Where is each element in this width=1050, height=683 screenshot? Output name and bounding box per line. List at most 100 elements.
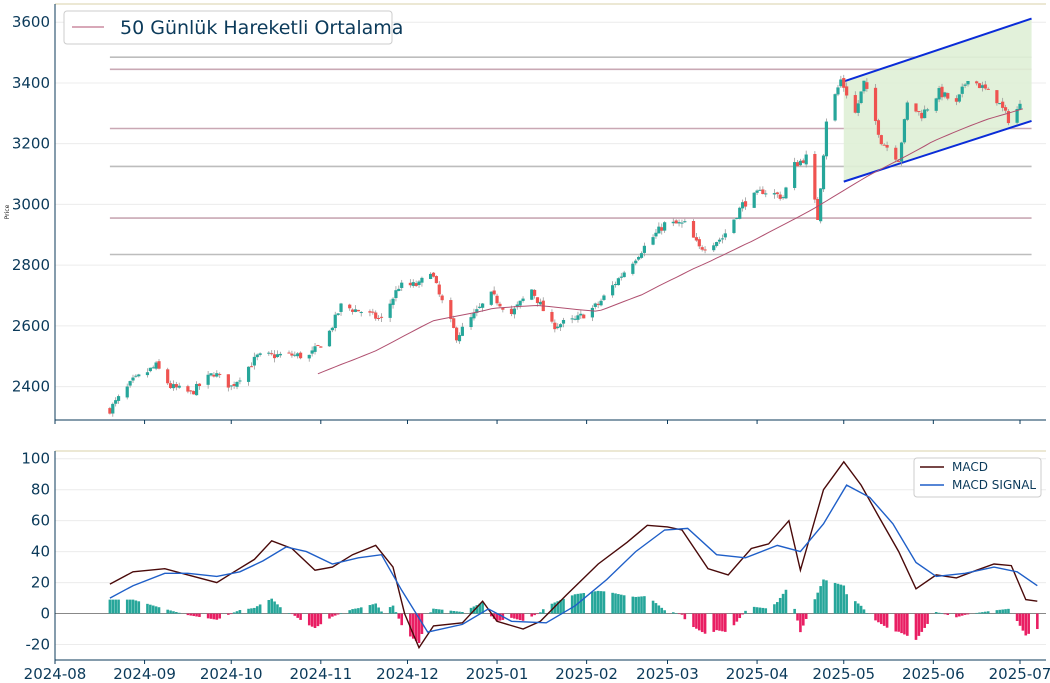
candle-body: [631, 263, 635, 274]
x-tick-label: 2025-05: [812, 665, 875, 683]
macd-histogram-bar: [489, 613, 493, 617]
macd-histogram-bar: [966, 613, 970, 615]
candle-body: [712, 245, 716, 251]
price-panel: 2400 2600 2800 3000 3200 3400 3600 Price 50 Günl…: [4, 3, 1046, 424]
candle-body: [293, 354, 297, 356]
candle-body: [703, 249, 707, 251]
candle-body: [481, 303, 485, 308]
macd-signal-line: [109, 484, 1038, 633]
macd-histogram-bar: [755, 607, 759, 614]
candle-body: [411, 282, 415, 286]
candle-body: [194, 383, 199, 396]
macd-histogram-bar: [518, 613, 522, 621]
macd-histogram-bar: [258, 604, 262, 614]
candle-body: [310, 350, 314, 354]
candle-body: [298, 352, 303, 359]
candle-body: [408, 282, 412, 286]
macd-histogram-bar: [255, 606, 259, 614]
macd-histogram-bar: [388, 607, 392, 614]
candle-body: [258, 353, 262, 355]
macd-histogram-bar: [530, 613, 534, 617]
candle-body: [717, 239, 722, 242]
macd-histogram-bar: [579, 593, 583, 614]
x-tick-label: 2025-03: [636, 665, 699, 683]
macd-histogram-bar: [172, 611, 175, 614]
candle-body: [590, 307, 594, 318]
macd-histogram-bar: [599, 591, 603, 614]
macd-histogram-bar: [784, 589, 788, 614]
candle-body: [715, 242, 719, 246]
candle-body: [290, 353, 294, 356]
macd-histogram-bar: [125, 599, 129, 614]
macd-histogram-bar: [833, 582, 837, 614]
candle-body: [957, 94, 961, 102]
macd-histogram-bar: [348, 610, 351, 614]
macd-histogram-bar: [671, 612, 675, 614]
macd-histogram-bar: [1004, 609, 1007, 614]
candle-body: [148, 367, 152, 372]
macd-histogram-bar: [437, 609, 441, 614]
price-y-tick-label: 2600: [12, 317, 50, 335]
macd-histogram-bar: [227, 613, 230, 615]
candle-body: [559, 324, 563, 328]
candle-body: [206, 374, 210, 385]
candle-body: [114, 400, 118, 404]
candle-body: [316, 345, 320, 347]
candle-body: [327, 330, 332, 347]
macd-histogram-bar: [611, 592, 614, 614]
macd-histogram-bar: [452, 611, 456, 614]
macd-histogram-bar: [198, 613, 201, 617]
candle-body: [252, 356, 256, 366]
macd-y-tick-label: 0: [40, 605, 50, 623]
candle-body: [400, 282, 404, 288]
candle-body: [267, 352, 271, 354]
macd-histogram-bar: [455, 611, 458, 614]
macd-y-tick-label: 60: [31, 512, 50, 530]
macd-histogram-bar: [177, 612, 181, 614]
macd-histogram-bar: [238, 610, 242, 614]
candle-body: [394, 290, 398, 299]
macd-histogram-bar: [510, 613, 513, 618]
candle-body: [671, 221, 675, 224]
x-tick-label: 2025-04: [726, 665, 789, 683]
macd-histogram-bar: [235, 611, 239, 614]
price-y-tick-label: 3600: [12, 13, 50, 31]
candle-body: [296, 353, 300, 357]
candle-body: [489, 291, 493, 305]
macd-histogram-bar: [960, 613, 964, 616]
macd-y-tick-label: 80: [31, 481, 50, 499]
candle-body: [894, 147, 898, 160]
macd-histogram-bar: [287, 613, 291, 614]
macd-histogram-bar: [764, 608, 768, 614]
candle-body: [801, 160, 805, 163]
candle-body: [460, 326, 464, 336]
macd-histogram-bar: [958, 613, 961, 617]
candle-body: [923, 109, 927, 119]
legend-label-signal: MACD SIGNAL: [952, 478, 1036, 492]
candle-body: [798, 160, 803, 166]
macd-histogram-bar: [582, 593, 586, 614]
macd-histogram-bar: [602, 591, 606, 614]
macd-histogram-bar: [108, 599, 112, 614]
candle-body: [1015, 109, 1019, 123]
macd-histogram-bar: [894, 613, 898, 632]
candle-body: [593, 303, 597, 307]
candle-body: [336, 313, 340, 315]
candle-body: [833, 94, 837, 121]
macd-histogram-bar: [1018, 613, 1022, 626]
x-tick-label: 2025-06: [902, 665, 965, 683]
macd-histogram-bar: [900, 613, 903, 634]
macd-histogram-bar: [732, 613, 736, 626]
macd-histogram-bar: [819, 586, 822, 614]
candle-body: [397, 288, 401, 291]
macd-histogram-bar: [316, 613, 320, 627]
macd-histogram-bar: [721, 613, 724, 632]
macd-histogram-bar: [357, 608, 360, 614]
candle-body: [452, 318, 456, 328]
candle-body: [795, 162, 800, 167]
candle-body: [839, 79, 843, 87]
candle-body: [943, 92, 947, 97]
macd-histogram-bar: [1036, 613, 1039, 630]
candle-body: [741, 202, 745, 209]
